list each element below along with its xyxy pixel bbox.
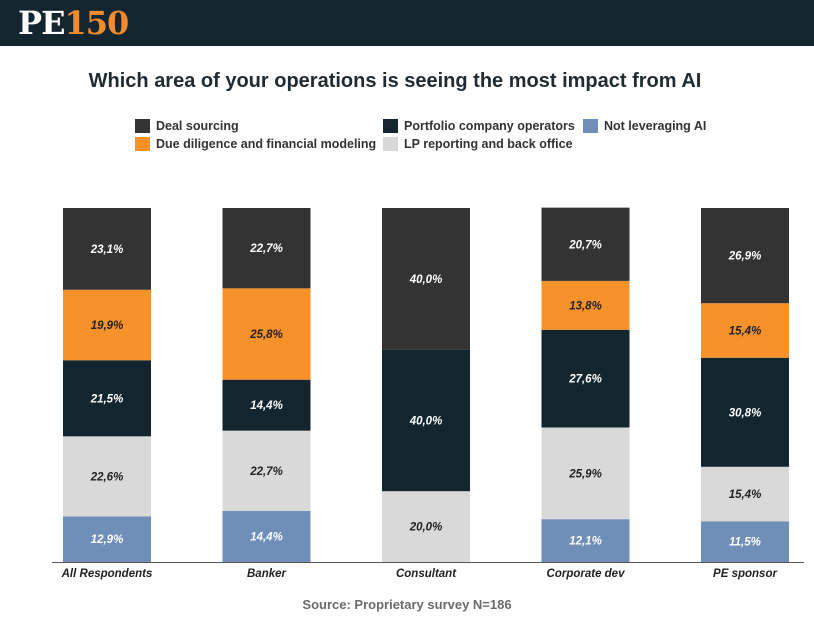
logo-text-pe: PE [18, 4, 65, 42]
legend-item-deal-sourcing: Deal sourcing [135, 118, 239, 134]
bar-segment-all-respondents-not-leveraging-ai[interactable] [63, 516, 151, 562]
bar-segment-all-respondents-deal-sourcing[interactable] [63, 208, 151, 290]
bar-segment-consultant-portfolio-company-operators[interactable] [382, 349, 470, 492]
data-label-all-respondents-lp-reporting-and-back-office: 22,6% [90, 471, 124, 483]
bar-segment-banker-not-leveraging-ai[interactable] [222, 511, 311, 562]
data-label-consultant-lp-reporting-and-back-office: 20,0% [409, 522, 443, 534]
data-label-pe-sponsor-deal-sourcing: 26,9% [728, 251, 762, 263]
x-tick-label-corporate-dev: Corporate dev [547, 568, 626, 580]
legend-swatch [383, 119, 398, 133]
bar-segment-banker-portfolio-company-operators[interactable] [222, 379, 311, 431]
legend-swatch [583, 119, 598, 133]
bar-segment-banker-lp-reporting-and-back-office[interactable] [222, 430, 311, 512]
header-bar: PE150 [0, 0, 814, 46]
legend-label: Deal sourcing [156, 119, 239, 133]
bar-segment-corporate-dev-not-leveraging-ai[interactable] [541, 519, 630, 562]
data-label-pe-sponsor-lp-reporting-and-back-office: 15,4% [729, 489, 762, 501]
legend-item-lp-reporting: LP reporting and back office [383, 136, 573, 152]
bar-segment-consultant-lp-reporting-and-back-office[interactable] [382, 491, 470, 562]
bar-segment-pe-sponsor-portfolio-company-operators[interactable] [701, 357, 789, 467]
legend-item-due-diligence: Due diligence and financial modeling [135, 136, 376, 152]
stacked-bar-chart: 12,9% 22,6% 21,5% 19,9% 23,1% All Respondents… [52, 207, 804, 580]
bar-segment-corporate-dev-due-diligence-and-financial-modeling[interactable] [541, 280, 630, 330]
bar-segment-all-respondents-due-diligence-and-financial-modeling[interactable] [63, 289, 151, 361]
data-label-corporate-dev-portfolio-company-operators: 27,6% [568, 374, 602, 386]
legend-swatch [383, 137, 398, 151]
data-label-banker-lp-reporting-and-back-office: 22,7% [249, 466, 283, 478]
bar-segment-corporate-dev-portfolio-company-operators[interactable] [541, 329, 630, 428]
data-label-banker-due-diligence-and-financial-modeling: 25,8% [249, 329, 283, 341]
legend-label: Not leveraging AI [604, 119, 707, 133]
data-label-corporate-dev-lp-reporting-and-back-office: 25,9% [568, 468, 602, 480]
bar-segment-corporate-dev-lp-reporting-and-back-office[interactable] [541, 427, 630, 520]
source-note: Source: Proprietary survey N=186 [302, 597, 512, 612]
bar-segment-all-respondents-portfolio-company-operators[interactable] [63, 360, 151, 437]
x-tick-label-all-respondents: All Respondents [61, 568, 153, 580]
data-label-all-respondents-portfolio-company-operators: 21,5% [90, 393, 124, 405]
data-label-all-respondents-not-leveraging-ai: 12,9% [91, 534, 124, 546]
data-label-banker-not-leveraging-ai: 14,4% [250, 532, 283, 544]
chart-title: Which area of your operations is seeing … [88, 70, 702, 92]
x-tick-label-pe-sponsor: PE sponsor [713, 568, 777, 580]
bar-segment-pe-sponsor-due-diligence-and-financial-modeling[interactable] [701, 303, 789, 358]
bar-segment-pe-sponsor-deal-sourcing[interactable] [701, 208, 789, 304]
data-label-consultant-deal-sourcing: 40,0% [409, 274, 443, 286]
data-label-all-respondents-due-diligence-and-financial-modeling: 19,9% [91, 320, 124, 332]
data-label-corporate-dev-not-leveraging-ai: 12,1% [569, 536, 602, 548]
legend-label: Due diligence and financial modeling [156, 137, 377, 151]
data-label-pe-sponsor-portfolio-company-operators: 30,8% [729, 407, 762, 419]
legend-item-portfolio-operators: Portfolio company operators [383, 118, 575, 134]
pe150-logo[interactable]: PE150 [18, 4, 129, 42]
legend-label: LP reporting and back office [404, 137, 573, 151]
bar-segment-corporate-dev-deal-sourcing[interactable] [541, 207, 630, 281]
data-label-all-respondents-deal-sourcing: 23,1% [90, 244, 124, 256]
legend-swatch [135, 137, 150, 151]
bar-segment-consultant-deal-sourcing[interactable] [382, 208, 470, 350]
legend-swatch [135, 119, 150, 133]
bar-segment-banker-due-diligence-and-financial-modeling[interactable] [222, 288, 311, 380]
x-tick-label-consultant: Consultant [396, 568, 457, 580]
data-label-pe-sponsor-due-diligence-and-financial-modeling: 15,4% [729, 325, 762, 337]
data-label-pe-sponsor-not-leveraging-ai: 11,5% [729, 537, 761, 549]
bar-segment-pe-sponsor-lp-reporting-and-back-office[interactable] [701, 466, 789, 522]
bar-segment-pe-sponsor-not-leveraging-ai[interactable] [701, 521, 789, 562]
logo-text-num: 150 [64, 4, 129, 42]
legend-label: Portfolio company operators [404, 119, 575, 133]
data-label-corporate-dev-due-diligence-and-financial-modeling: 13,8% [569, 300, 602, 312]
legend-item-not-leveraging: Not leveraging AI [583, 118, 706, 134]
data-label-banker-deal-sourcing: 22,7% [249, 243, 283, 255]
x-tick-label-banker: Banker [247, 568, 287, 580]
data-label-banker-portfolio-company-operators: 14,4% [250, 400, 283, 412]
data-label-consultant-portfolio-company-operators: 40,0% [409, 415, 443, 427]
bar-segment-all-respondents-lp-reporting-and-back-office[interactable] [63, 436, 151, 517]
data-label-corporate-dev-deal-sourcing: 20,7% [568, 239, 602, 251]
bar-segment-banker-deal-sourcing[interactable] [222, 208, 311, 289]
